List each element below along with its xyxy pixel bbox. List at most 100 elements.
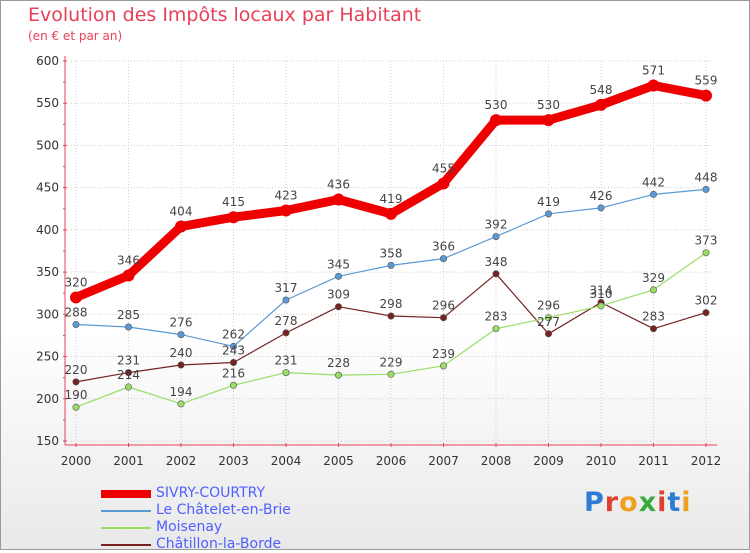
legend-swatch (101, 490, 151, 498)
data-point (439, 362, 447, 370)
data-point (334, 272, 342, 280)
data-label: 314 (590, 284, 613, 298)
data-point (72, 320, 80, 328)
data-label: 229 (380, 355, 403, 369)
data-point (230, 342, 238, 350)
data-point (385, 207, 397, 220)
data-point (227, 211, 240, 224)
data-point (649, 325, 657, 333)
y-tick-label: 250 (36, 350, 59, 364)
legend-label: Le Châtelet-en-Brie (156, 502, 291, 518)
logo-letter: i (657, 487, 668, 518)
y-tick-label: 600 (36, 54, 59, 68)
x-tick-label: 2007 (428, 454, 459, 468)
x-tick-label: 2004 (271, 454, 302, 468)
data-point (439, 255, 447, 263)
x-tick-label: 2001 (113, 454, 144, 468)
logo-letter: P (584, 487, 605, 518)
data-label: 404 (170, 205, 193, 219)
data-point (72, 403, 80, 411)
data-label: 228 (327, 356, 350, 370)
legend-swatch (101, 544, 151, 546)
data-label: 426 (590, 189, 613, 203)
data-point (647, 79, 660, 92)
data-point (544, 330, 552, 338)
data-label: 366 (432, 240, 455, 254)
data-point (122, 269, 135, 282)
data-label: 571 (642, 63, 665, 77)
legend-label: SIVRY-COURTRY (156, 485, 266, 501)
data-point (542, 114, 555, 127)
x-tick-label: 2000 (61, 454, 92, 468)
data-label: 239 (432, 347, 455, 361)
legend-swatch (101, 510, 151, 512)
data-point (702, 249, 710, 257)
data-point (439, 314, 447, 322)
x-tick-label: 2002 (166, 454, 197, 468)
data-label: 216 (222, 366, 245, 380)
data-point (597, 204, 605, 212)
x-tick-label: 2005 (323, 454, 354, 468)
data-label: 310 (590, 287, 613, 301)
y-tick-label: 350 (36, 265, 59, 279)
legend-label: Moisenay (156, 519, 223, 535)
data-label: 276 (170, 316, 193, 330)
data-point (175, 220, 187, 233)
data-point (492, 270, 500, 278)
data-point (595, 98, 607, 111)
data-label: 392 (485, 218, 508, 232)
data-point (282, 329, 290, 337)
data-point (125, 383, 133, 391)
x-tick-label: 2012 (691, 454, 722, 468)
logo-letter: t (667, 487, 682, 518)
data-label: 288 (65, 305, 88, 319)
data-label: 419 (380, 192, 403, 206)
logo-letter: r (604, 487, 620, 518)
data-point (702, 309, 710, 317)
data-label: 309 (327, 288, 350, 302)
data-point (177, 361, 185, 369)
data-label: 296 (432, 299, 455, 313)
data-label: 423 (275, 188, 298, 202)
data-point (492, 233, 500, 241)
data-point (702, 185, 710, 193)
data-point (597, 302, 605, 310)
data-point (387, 370, 395, 378)
data-point (125, 369, 133, 377)
y-tick-label: 200 (36, 392, 59, 406)
y-tick-label: 500 (36, 138, 59, 152)
legend-label: Châtillon-la-Borde (156, 536, 282, 552)
data-label: 231 (275, 354, 298, 368)
data-label: 345 (327, 257, 350, 271)
x-tick-label: 2011 (638, 454, 669, 468)
data-label: 298 (380, 297, 403, 311)
data-label: 296 (537, 299, 560, 313)
logo-letter: o (619, 487, 639, 518)
data-label: 448 (695, 170, 718, 184)
data-point (649, 190, 657, 198)
data-label: 442 (642, 175, 665, 189)
data-label: 419 (537, 195, 560, 209)
logo-letter: x (638, 487, 658, 518)
data-label: 240 (170, 346, 193, 360)
data-label: 559 (695, 74, 718, 88)
data-point (334, 303, 342, 311)
data-label: 530 (485, 98, 508, 112)
data-point (282, 369, 290, 377)
data-label: 436 (327, 177, 350, 191)
data-label: 243 (222, 343, 245, 357)
data-label: 220 (65, 363, 88, 377)
data-point (649, 286, 657, 294)
data-point (282, 296, 290, 304)
data-label: 190 (65, 388, 88, 402)
data-label: 548 (590, 83, 613, 97)
data-label: 348 (485, 255, 508, 269)
data-label: 373 (695, 234, 718, 248)
y-tick-label: 150 (36, 434, 59, 448)
data-point (230, 381, 238, 389)
proxiti-logo: Proxiti (584, 487, 692, 518)
data-label: 214 (117, 368, 140, 382)
x-tick-label: 2006 (376, 454, 407, 468)
data-label: 277 (537, 315, 560, 329)
